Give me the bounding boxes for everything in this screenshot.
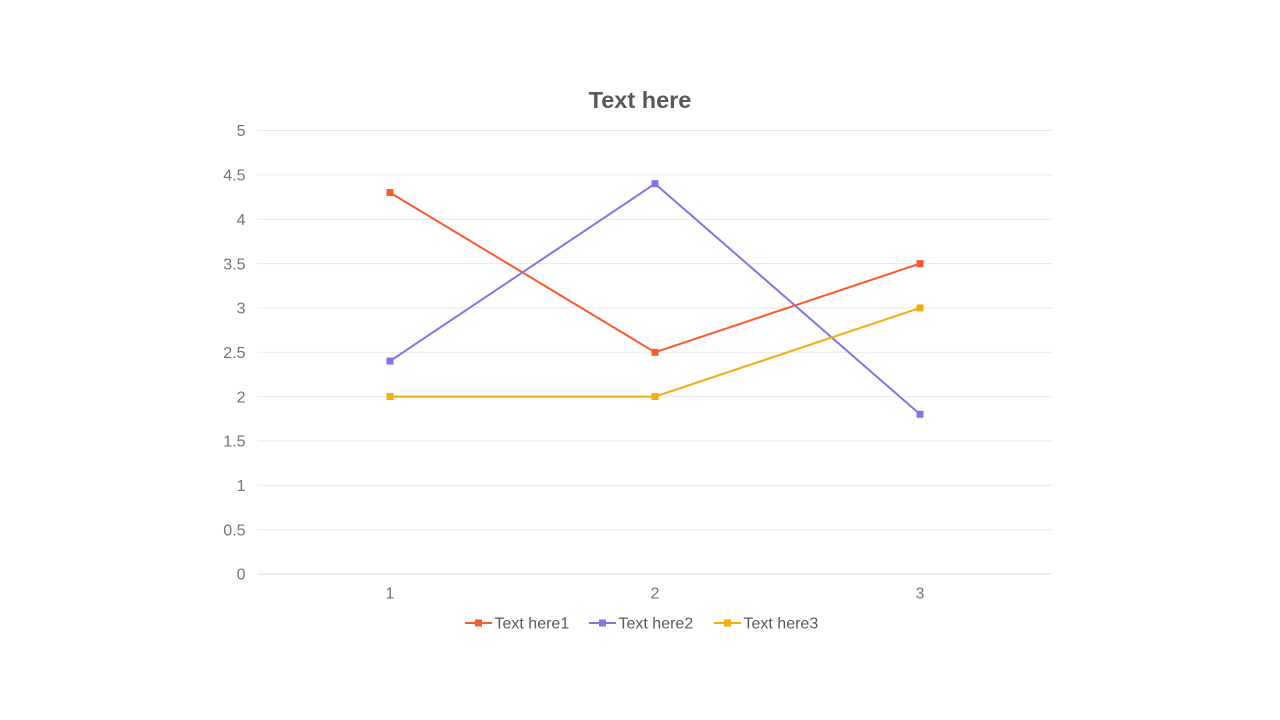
svg-text:3.5: 3.5	[223, 256, 245, 273]
svg-text:0: 0	[237, 567, 246, 584]
svg-text:5: 5	[237, 123, 246, 140]
svg-text:0.5: 0.5	[223, 522, 245, 539]
svg-text:4.5: 4.5	[223, 168, 245, 185]
svg-text:1: 1	[386, 586, 395, 603]
svg-text:1: 1	[237, 478, 246, 495]
svg-text:3: 3	[237, 301, 246, 318]
svg-text:2.5: 2.5	[223, 345, 245, 362]
svg-text:Text here1: Text here1	[495, 615, 570, 632]
svg-text:2: 2	[237, 389, 246, 406]
svg-text:3: 3	[916, 586, 925, 603]
svg-text:2: 2	[651, 586, 660, 603]
svg-text:4: 4	[237, 212, 246, 229]
svg-text:Text here3: Text here3	[744, 615, 819, 632]
svg-text:Text here: Text here	[589, 87, 692, 113]
svg-text:1.5: 1.5	[223, 434, 245, 451]
svg-text:Text here2: Text here2	[619, 615, 694, 632]
